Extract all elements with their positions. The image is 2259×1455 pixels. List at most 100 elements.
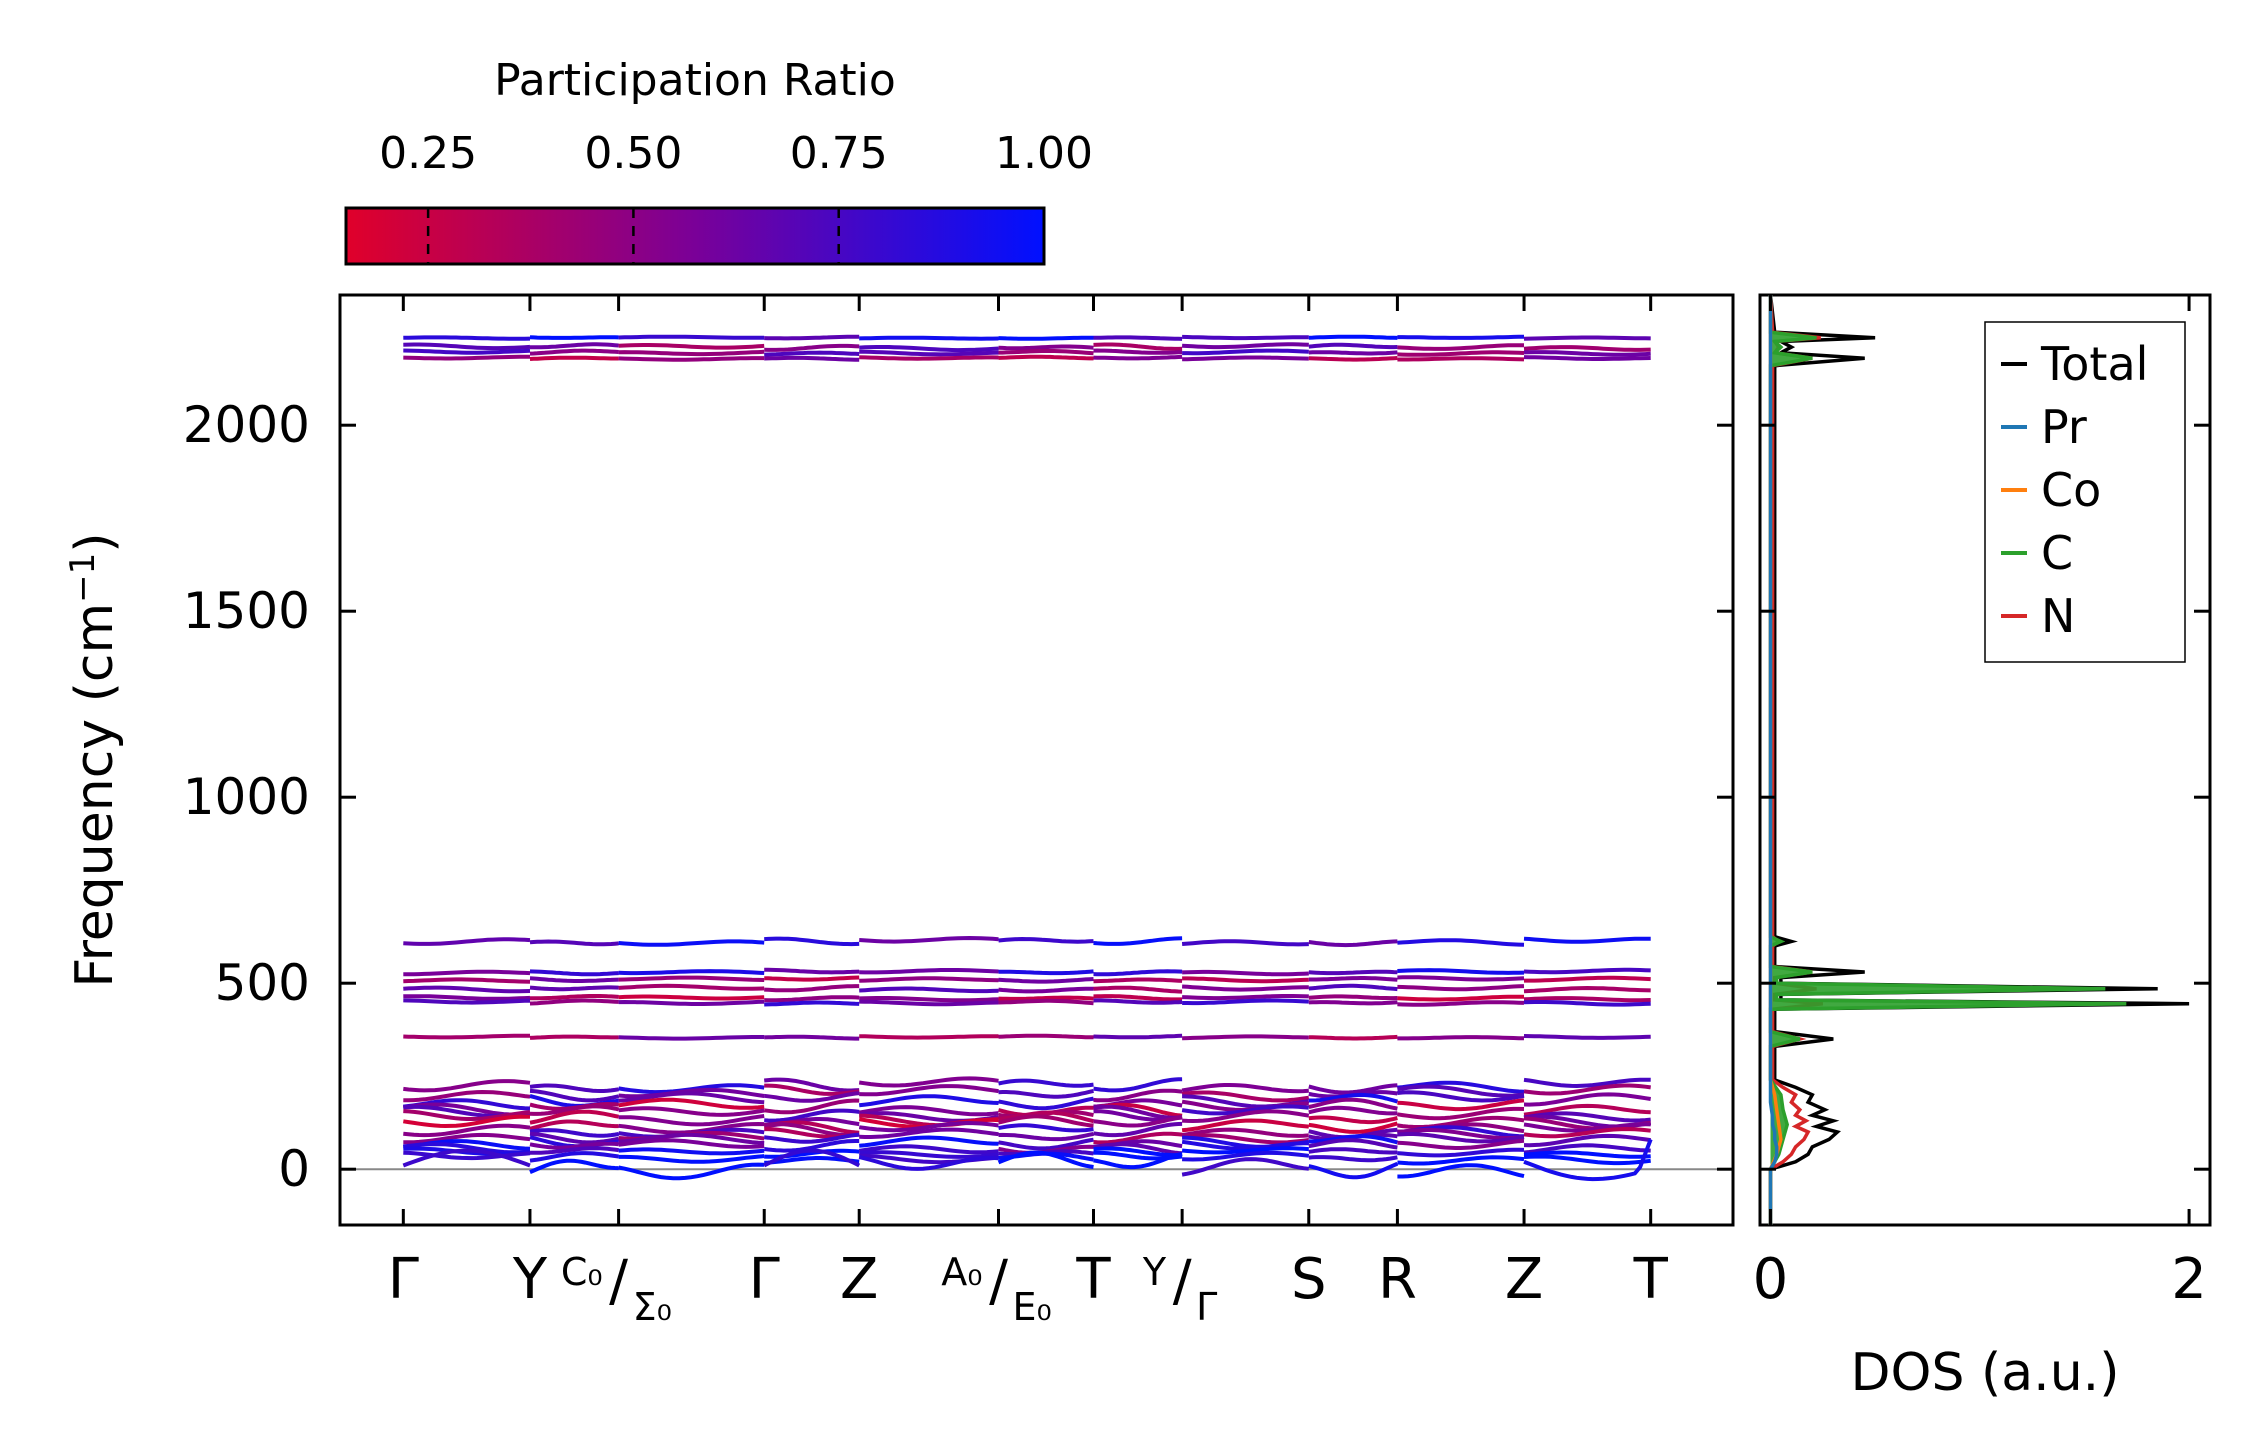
- kpoint-label: Z: [1505, 1247, 1543, 1312]
- phonon-band: [618, 1035, 765, 1041]
- phonon-band: [1397, 334, 1524, 340]
- phonon-band: [764, 1083, 860, 1096]
- phonon-band: [1523, 1034, 1651, 1040]
- dos-legend: Total Pr Co CN: [1984, 321, 2186, 663]
- phonon-band: [1397, 1127, 1525, 1140]
- phonon-band: [529, 1088, 620, 1103]
- phonon-band: [618, 1162, 765, 1181]
- phonon-band: [1308, 1092, 1398, 1104]
- phonon-band: [858, 1105, 999, 1117]
- phonon-band: [618, 939, 765, 947]
- phonon-band: [997, 1150, 1094, 1169]
- phonon-band: [1523, 1150, 1651, 1159]
- phonon-band: [1523, 1138, 1653, 1182]
- phonon-band: [764, 995, 860, 1003]
- phonon-band: [1523, 967, 1651, 975]
- phonon-band: [1397, 1098, 1525, 1112]
- phonon-band: [764, 1132, 860, 1144]
- phonon-band: [859, 976, 999, 983]
- band-y-axis-title-close: ): [65, 532, 125, 552]
- phonon-band: [1182, 348, 1309, 356]
- phonon-band: [618, 1147, 765, 1156]
- kpoint-label-lower: Σ₀: [633, 1285, 672, 1329]
- phonon-band: [998, 1137, 1094, 1151]
- phonon-band: [529, 1104, 620, 1116]
- phonon-band: [1308, 1121, 1398, 1134]
- phonon-band: [1308, 1097, 1398, 1111]
- phonon-band: [1397, 343, 1525, 351]
- kpoint-label: T: [1633, 1247, 1669, 1312]
- phonon-band: [1523, 996, 1651, 1003]
- phonon-band: [1397, 1155, 1525, 1166]
- phonon-band: [1308, 1155, 1398, 1163]
- phonon-band: [1182, 994, 1309, 1001]
- phonon-band: [529, 985, 619, 992]
- phonon-band: [1308, 350, 1398, 356]
- phonon-band: [618, 1138, 765, 1149]
- phonon-band: [1523, 1092, 1651, 1107]
- phonon-band: [403, 1079, 531, 1093]
- phonon-band: [1181, 1090, 1310, 1103]
- phonon-band: [1181, 939, 1309, 947]
- phonon-band: [618, 969, 765, 976]
- phonon-band: [1093, 348, 1183, 355]
- phonon-band: [1523, 1143, 1651, 1155]
- phonon-band: [1308, 1083, 1398, 1095]
- phonon-band: [529, 335, 619, 340]
- phonon-band: [1308, 1161, 1399, 1180]
- phonon-band: [1397, 356, 1525, 362]
- kpoint-label-upper: Y: [1142, 1250, 1167, 1294]
- dos-x-tick-label: 0: [1753, 1247, 1789, 1312]
- phonon-band: [1093, 985, 1183, 994]
- kpoint-label-upper: A₀: [941, 1250, 982, 1294]
- legend-label-N: N: [2041, 589, 2075, 643]
- phonon-band: [618, 356, 765, 362]
- phonon-band: [1182, 1150, 1310, 1162]
- band-y-tick-label: 2000: [183, 396, 310, 454]
- phonon-band: [530, 342, 619, 350]
- phonon-band: [403, 354, 530, 361]
- phonon-band: [1397, 938, 1525, 947]
- phonon-band: [764, 355, 860, 362]
- phonon-band: [859, 999, 999, 1007]
- phonon-band: [1182, 976, 1309, 984]
- phonon-band: [1093, 1146, 1183, 1158]
- phonon-band: [1181, 1146, 1309, 1155]
- phonon-band: [764, 967, 860, 975]
- phonon-band: [1181, 342, 1309, 350]
- kpoint-slash: /: [609, 1249, 628, 1314]
- phonon-band: [1524, 975, 1651, 983]
- phonon-band: [1181, 1127, 1309, 1138]
- phonon-band: [1308, 976, 1398, 982]
- phonon-band: [998, 1123, 1094, 1133]
- phonon-band: [1523, 936, 1651, 944]
- phonon-band: [403, 977, 531, 984]
- phonon-band: [1308, 969, 1398, 976]
- dos-y-ticks: [1760, 423, 2210, 1171]
- phonon-band: [1308, 1034, 1398, 1041]
- phonon-band: [858, 1094, 999, 1108]
- phonon-band: [1093, 1033, 1183, 1040]
- kpoint-label: R: [1378, 1247, 1417, 1312]
- phonon-band: [998, 1096, 1094, 1111]
- legend-label-Pr: Pr: [2041, 400, 2087, 454]
- phonon-band: [529, 1141, 619, 1150]
- phonon-band: [530, 994, 619, 1001]
- phonon-band: [763, 1139, 860, 1153]
- phonon-band: [1181, 1157, 1310, 1177]
- legend-label-C: C: [2041, 526, 2073, 580]
- phonon-band: [1181, 1133, 1310, 1145]
- band-y-tick-label: 1500: [183, 582, 310, 640]
- phonon-band: [1093, 1077, 1183, 1093]
- phonon-band: [618, 1091, 765, 1105]
- phonon-band: [618, 1154, 765, 1164]
- phonon-band: [618, 994, 765, 1001]
- phonon-band: [529, 939, 619, 947]
- phonon-band: [1093, 335, 1183, 341]
- phonon-band: [1093, 969, 1183, 977]
- phonon-band: [1308, 1134, 1398, 1145]
- dos-series-N: [1768, 295, 1823, 1225]
- phonon-band: [1397, 1147, 1525, 1158]
- phonon-band: [998, 349, 1094, 356]
